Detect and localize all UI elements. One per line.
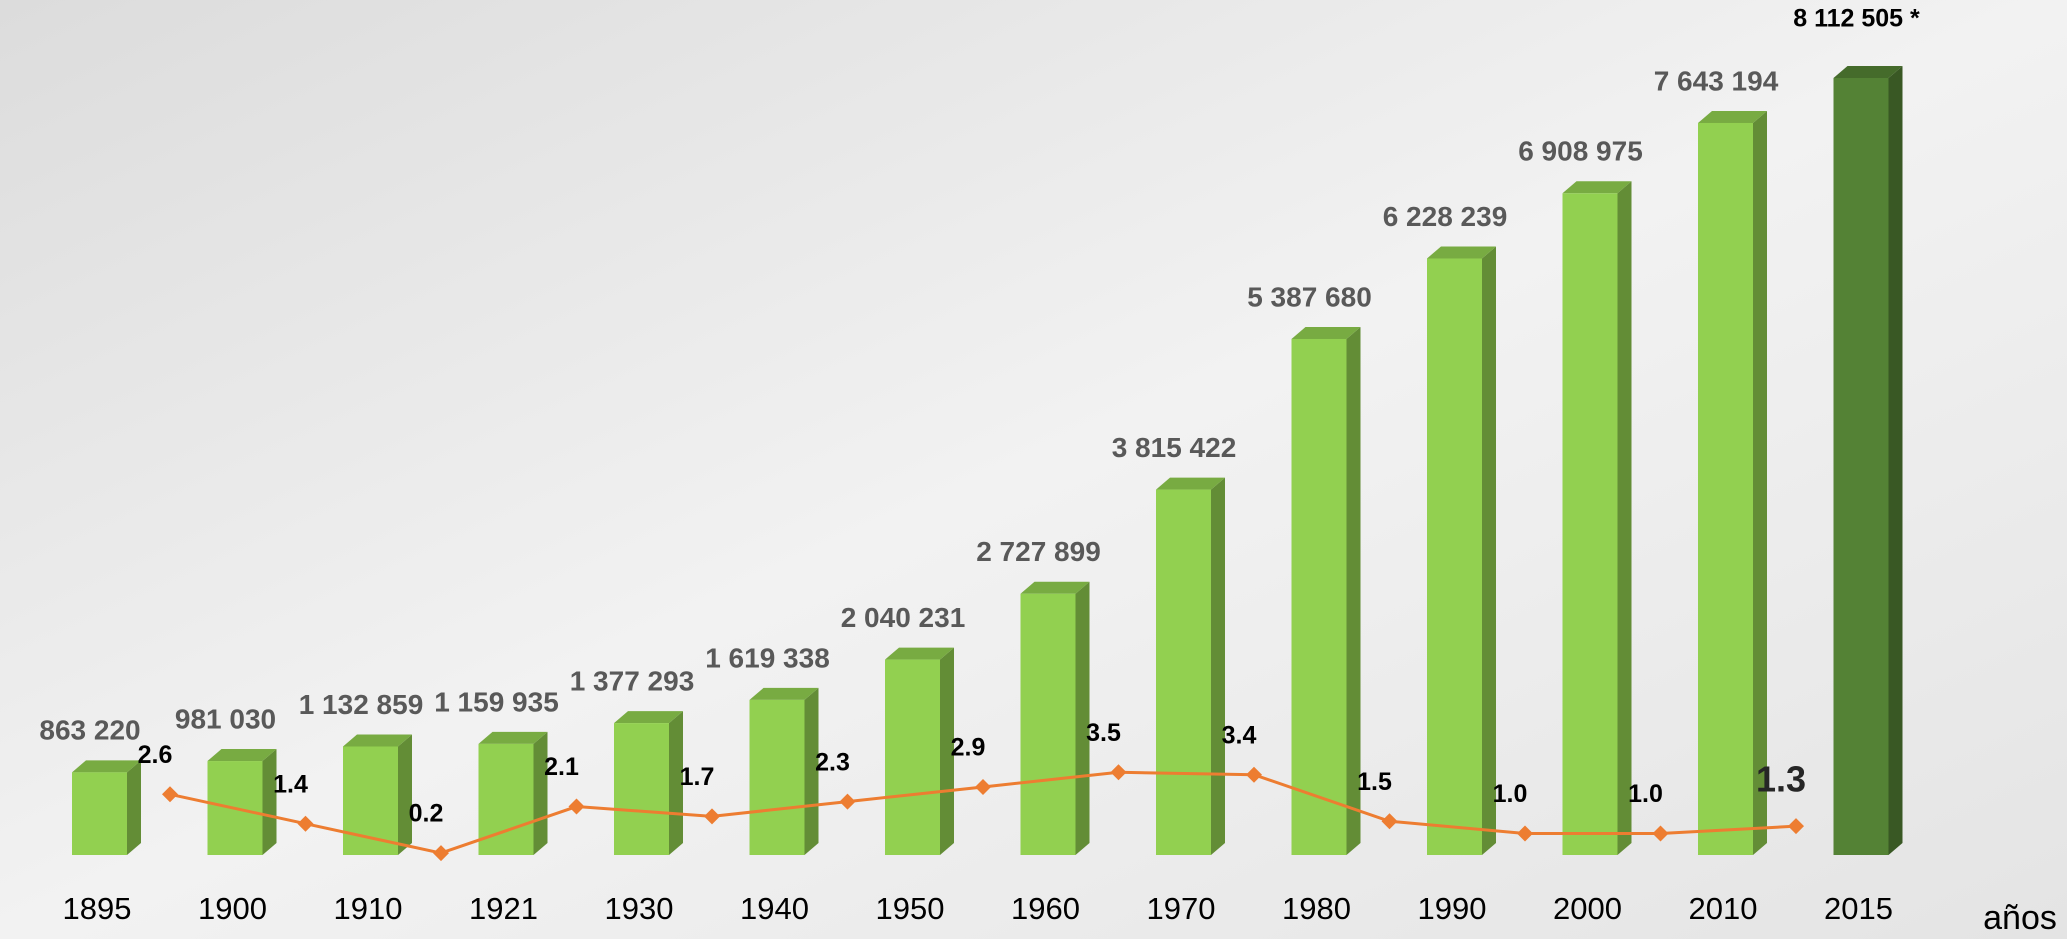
- value-label: 1 132 859: [299, 689, 424, 720]
- bar-side: [1753, 110, 1767, 855]
- bar-top: [1427, 246, 1496, 259]
- bar-side: [804, 687, 819, 855]
- bar-top: [1562, 181, 1632, 194]
- value-label: 1 377 293: [570, 665, 695, 696]
- x-tick-label: 1960: [1011, 891, 1080, 926]
- bar-side: [1346, 326, 1361, 855]
- value-label: 3 815 422: [1112, 432, 1237, 463]
- rate-marker: [839, 793, 856, 810]
- bar-top: [1156, 477, 1225, 490]
- x-tick-label: 1910: [334, 891, 403, 926]
- value-label: 5 387 680: [1247, 281, 1372, 312]
- bar-side: [262, 749, 277, 855]
- bar-top: [1291, 326, 1361, 339]
- bar-top: [207, 749, 277, 762]
- bar-side: [1211, 477, 1225, 855]
- rate-marker: [162, 786, 178, 803]
- bar-top: [1020, 581, 1090, 594]
- bar: [1291, 338, 1347, 855]
- x-tick-label: 1921: [469, 891, 538, 926]
- rate-marker: [297, 815, 314, 832]
- rate-label: 1.4: [273, 770, 308, 798]
- rate-label: 1.0: [1628, 780, 1663, 808]
- value-label: 7 643 194: [1654, 65, 1779, 96]
- x-tick-label: 2015: [1824, 891, 1893, 926]
- x-axis-label: años: [1983, 899, 2057, 937]
- value-label: 981 030: [175, 703, 276, 734]
- x-tick-label: 1940: [740, 891, 809, 926]
- value-label: 6 908 975: [1518, 136, 1643, 167]
- bar-top: [614, 711, 683, 724]
- rate-marker: [704, 808, 720, 825]
- value-label: 2 040 231: [841, 602, 966, 633]
- rate-label: 2.1: [544, 753, 579, 781]
- bar-top: [1833, 66, 1903, 78]
- x-tick-label: 1900: [198, 891, 267, 926]
- bar-side: [1075, 581, 1090, 855]
- rate-marker: [1110, 764, 1127, 781]
- value-label: 8 112 505 *: [1793, 5, 1920, 33]
- bar-side: [398, 734, 412, 855]
- bar-side: [940, 647, 954, 855]
- bar: [72, 772, 127, 855]
- bar: [1833, 78, 1889, 855]
- rate-label: 3.5: [1086, 719, 1121, 747]
- x-tick-label: 2010: [1689, 891, 1758, 926]
- bar: [1427, 258, 1482, 856]
- bar: [1562, 193, 1618, 855]
- rate-label: 1.3: [1756, 759, 1806, 800]
- bar: [749, 699, 805, 855]
- bar-side: [533, 731, 548, 855]
- rate-label: 1.7: [680, 763, 715, 791]
- bar-side: [127, 760, 141, 855]
- rate-marker: [1246, 766, 1262, 783]
- bar-side: [1482, 246, 1496, 856]
- bar: [885, 659, 940, 855]
- x-tick-label: 2000: [1553, 891, 1622, 926]
- bar-side: [669, 711, 683, 855]
- rate-marker: [1788, 818, 1804, 835]
- rate-label: 2.6: [138, 741, 173, 769]
- x-tick-label: 1930: [605, 891, 674, 926]
- rate-marker: [1652, 825, 1669, 842]
- rate-label: 0.2: [409, 800, 444, 828]
- value-label: 1 159 935: [434, 686, 559, 717]
- rate-label: 3.4: [1222, 721, 1257, 749]
- bar-top: [749, 687, 819, 700]
- bar: [1156, 489, 1211, 855]
- rate-label: 1.5: [1357, 768, 1392, 796]
- rate-marker: [1381, 813, 1398, 830]
- bar: [1020, 593, 1076, 855]
- bar-top: [343, 734, 412, 747]
- value-label: 863 220: [39, 715, 140, 746]
- x-tick-label: 1970: [1147, 891, 1216, 926]
- bar-top: [478, 731, 548, 744]
- x-tick-label: 1950: [876, 891, 945, 926]
- bar: [1698, 122, 1753, 855]
- rate-label: 1.0: [1493, 780, 1528, 808]
- bar-top: [885, 647, 954, 660]
- rate-marker: [433, 845, 449, 862]
- rate-marker: [568, 798, 585, 815]
- x-tick-label: 1895: [63, 891, 132, 926]
- rate-marker: [975, 778, 991, 795]
- value-label: 2 727 899: [976, 536, 1101, 567]
- x-tick-label: 1990: [1418, 891, 1487, 926]
- bar-side: [1617, 181, 1632, 855]
- x-tick-label: 1980: [1282, 891, 1351, 926]
- value-label: 6 228 239: [1383, 201, 1508, 232]
- value-label: 1 619 338: [705, 642, 830, 673]
- bar-top: [1698, 110, 1767, 123]
- bar: [614, 723, 669, 855]
- bar-top: [72, 760, 141, 773]
- rate-label: 2.9: [951, 734, 986, 762]
- bar-side: [1888, 66, 1903, 855]
- rate-marker: [1517, 825, 1533, 842]
- rate-label: 2.3: [815, 748, 850, 776]
